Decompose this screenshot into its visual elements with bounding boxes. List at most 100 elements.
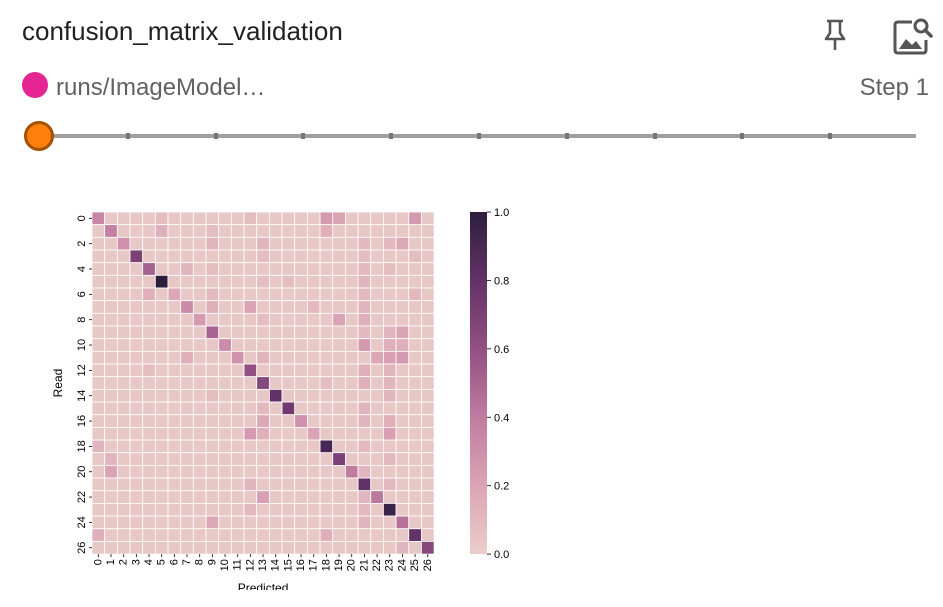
- heatmap-cell: [256, 287, 270, 302]
- heatmap-cell: [154, 363, 169, 378]
- heatmap-cell: [306, 503, 321, 517]
- heatmap-cell: [281, 363, 296, 378]
- heatmap-cell: [243, 224, 258, 238]
- heatmap-cell: [142, 426, 156, 441]
- y-tick-label: 0: [76, 215, 88, 221]
- heatmap-cell: [116, 350, 131, 365]
- heatmap-cell: [91, 376, 106, 390]
- heatmap-cell: [408, 312, 422, 327]
- image-search-button[interactable]: [890, 14, 933, 55]
- heatmap-cell: [370, 300, 384, 314]
- heatmap-cell: [104, 490, 118, 504]
- heatmap-cell: [421, 515, 435, 530]
- pin-button[interactable]: [815, 14, 855, 54]
- x-tick-label: 9: [206, 559, 218, 565]
- heatmap-cell: [192, 262, 207, 276]
- heatmap-cell: [243, 376, 258, 390]
- slider-thumb[interactable]: [24, 121, 54, 151]
- heatmap-cell: [294, 211, 308, 226]
- heatmap-cell: [192, 211, 207, 226]
- x-tick-label: 13: [257, 559, 269, 571]
- heatmap-cell: [281, 503, 296, 517]
- heatmap-cell: [332, 274, 346, 289]
- heatmap-cell: [167, 224, 182, 238]
- heatmap-cell: [319, 249, 334, 264]
- heatmap-cell: [344, 363, 359, 378]
- heatmap-cell: [395, 312, 410, 327]
- heatmap-cell: [256, 401, 270, 416]
- heatmap-cell: [205, 312, 220, 327]
- heatmap-cell: [408, 541, 422, 555]
- heatmap-cell: [294, 287, 308, 302]
- heatmap-cell: [104, 338, 118, 352]
- x-tick-label: 10: [219, 559, 231, 571]
- heatmap-cell: [383, 338, 397, 352]
- heatmap-cell: [281, 528, 296, 542]
- heatmap-cell: [383, 426, 397, 441]
- heatmap-cell: [180, 274, 194, 289]
- heatmap-cell: [192, 300, 207, 314]
- heatmap-cell: [192, 528, 207, 542]
- heatmap-cell: [180, 503, 194, 517]
- slider-track[interactable]: [38, 133, 916, 139]
- heatmap-cell: [167, 388, 182, 403]
- heatmap-cell: [192, 490, 207, 504]
- heatmap-cell: [294, 376, 308, 390]
- heatmap-cell: [306, 262, 321, 276]
- heatmap-cell: [154, 274, 169, 289]
- heatmap-cell: [421, 338, 435, 352]
- x-tick-label: 18: [320, 559, 332, 571]
- heatmap-cell: [421, 452, 435, 466]
- heatmap-cell: [383, 249, 397, 264]
- heatmap-cell: [192, 350, 207, 365]
- heatmap-cell: [167, 464, 182, 479]
- heatmap-cell: [281, 490, 296, 504]
- y-tick-label: 16: [76, 415, 88, 427]
- heatmap-cell: [294, 515, 308, 530]
- heatmap-cell: [192, 312, 207, 327]
- heatmap-cell: [306, 541, 321, 555]
- heatmap-cell: [91, 414, 106, 428]
- heatmap-cell: [268, 528, 283, 542]
- heatmap-cell: [357, 426, 372, 441]
- heatmap-cell: [344, 490, 359, 504]
- slider-tick: [125, 133, 130, 139]
- heatmap-cell: [344, 224, 359, 238]
- heatmap-cell: [129, 211, 144, 226]
- heatmap-cell: [357, 401, 372, 416]
- heatmap-cell: [180, 464, 194, 479]
- heatmap-cell: [294, 274, 308, 289]
- heatmap-cell: [104, 541, 118, 555]
- slider-tick: [389, 133, 394, 139]
- heatmap-cell: [294, 249, 308, 264]
- heatmap-cell: [370, 236, 384, 251]
- heatmap-cell: [319, 439, 334, 454]
- heatmap-cell: [383, 464, 397, 479]
- heatmap-cell: [116, 515, 131, 530]
- heatmap-cell: [319, 325, 334, 340]
- heatmap-cell: [243, 363, 258, 378]
- heatmap-cell: [281, 376, 296, 390]
- heatmap-cell: [192, 274, 207, 289]
- heatmap-cell: [243, 515, 258, 530]
- x-tick-label: 17: [308, 559, 320, 571]
- heatmap-cell: [256, 274, 270, 289]
- heatmap-cell: [408, 414, 422, 428]
- heatmap-cell: [230, 211, 245, 226]
- heatmap-cell: [306, 211, 321, 226]
- step-slider[interactable]: [22, 118, 916, 154]
- heatmap-cell: [294, 490, 308, 504]
- heatmap-cell: [91, 224, 106, 238]
- heatmap-cell: [116, 274, 131, 289]
- heatmap-cell: [383, 224, 397, 238]
- heatmap-cell: [192, 338, 207, 352]
- heatmap-cell: [230, 363, 245, 378]
- heatmap-cell: [421, 363, 435, 378]
- heatmap-cell: [370, 376, 384, 390]
- heatmap-cell: [218, 211, 232, 226]
- heatmap-cell: [344, 464, 359, 479]
- heatmap-cell: [230, 541, 245, 555]
- heatmap-cell: [370, 452, 384, 466]
- heatmap-cell: [306, 439, 321, 454]
- pin-icon: [824, 19, 846, 50]
